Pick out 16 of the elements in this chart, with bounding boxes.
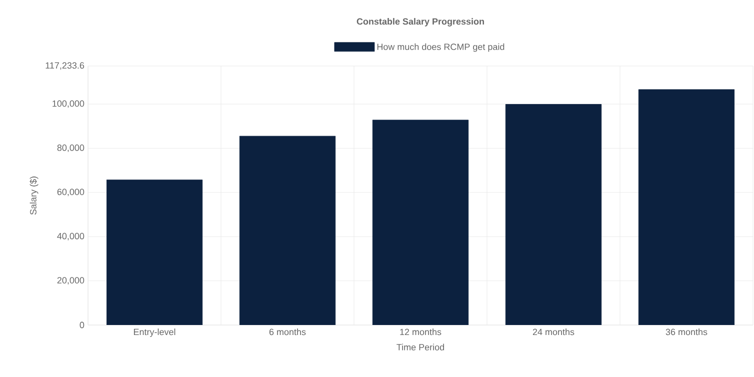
y-tick-label: 0 bbox=[80, 322, 84, 328]
y-tick-label: 100,000 bbox=[52, 100, 84, 108]
y-tick-label: 117,233.6 bbox=[46, 62, 84, 70]
x-tick-label: 36 months bbox=[666, 328, 708, 336]
x-tick-label: 12 months bbox=[400, 328, 442, 336]
legend-label: How much does RCMP get paid bbox=[377, 43, 504, 52]
y-tick-label: 40,000 bbox=[57, 232, 84, 240]
x-tick-label: Entry-level bbox=[134, 328, 176, 337]
x-tick-label: 6 months bbox=[269, 328, 306, 336]
x-tick-label: 24 months bbox=[532, 328, 574, 336]
y-tick-label: 20,000 bbox=[57, 277, 84, 285]
y-axis-title: Salary ($) bbox=[30, 176, 38, 215]
x-axis-title: Time Period bbox=[396, 344, 444, 350]
y-tick-label: 80,000 bbox=[57, 144, 84, 152]
y-tick-label: 60,000 bbox=[57, 188, 84, 196]
chart-title: Constable Salary Progression bbox=[356, 18, 484, 26]
